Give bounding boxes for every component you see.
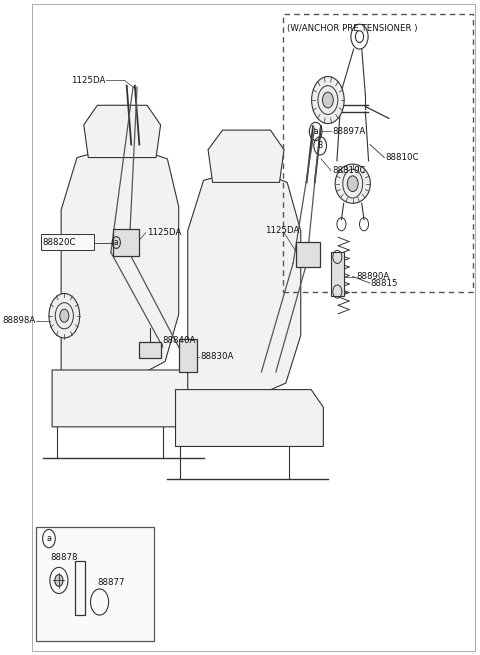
Text: 88815: 88815 [371,278,398,288]
Text: 88830A: 88830A [200,352,233,362]
Text: 88810C: 88810C [385,153,419,162]
Text: 1125DA: 1125DA [264,226,299,235]
Circle shape [60,309,69,322]
Text: 1125DA: 1125DA [71,76,105,85]
Bar [179,339,197,372]
Text: 88877: 88877 [97,578,125,587]
Ellipse shape [49,293,80,338]
Bar [41,234,94,250]
Text: B: B [318,141,323,150]
Text: 1125DA: 1125DA [147,228,181,237]
Ellipse shape [312,77,344,124]
Circle shape [323,92,333,108]
Text: 88810C: 88810C [332,166,366,175]
Text: 88897A: 88897A [332,127,366,136]
Text: 88898A: 88898A [2,316,36,326]
Bar [36,527,154,641]
Polygon shape [61,145,179,383]
Text: 88878: 88878 [51,553,78,562]
Circle shape [55,574,63,586]
Ellipse shape [335,164,371,203]
Text: 88820C: 88820C [42,238,76,247]
Text: a: a [114,238,119,247]
Bar [75,561,84,615]
Bar [331,252,344,296]
Bar [139,342,161,358]
Bar [296,242,320,267]
Polygon shape [176,390,324,447]
Text: a: a [313,127,318,136]
Text: a: a [47,534,51,543]
Polygon shape [188,168,301,400]
Text: 88840A: 88840A [162,336,195,345]
Polygon shape [84,105,161,158]
Circle shape [348,176,358,191]
Bar [283,14,472,291]
Bar [113,229,139,255]
Polygon shape [52,370,199,427]
Text: 88890A: 88890A [356,272,390,281]
Text: (W/ANCHOR PRE TENSIONER ): (W/ANCHOR PRE TENSIONER ) [287,24,418,33]
Polygon shape [208,130,284,182]
